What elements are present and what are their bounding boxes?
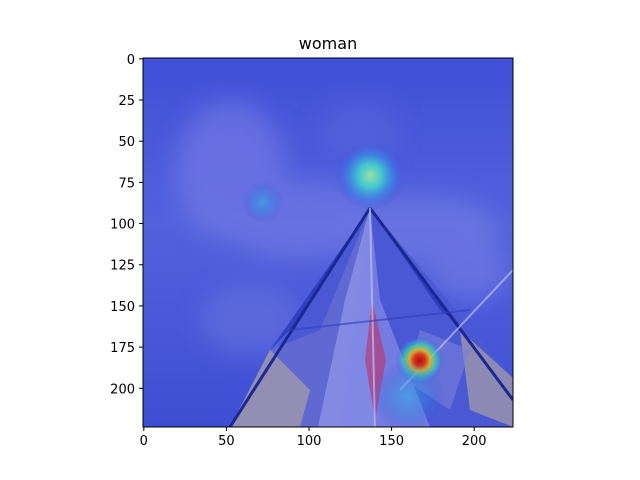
x-tick-label: 50 — [218, 434, 235, 449]
heat-hotspot — [335, 141, 405, 211]
y-tick-label: 175 — [110, 341, 135, 356]
chart-title: woman — [299, 34, 357, 53]
x-tick-label: 150 — [379, 434, 404, 449]
plot-area — [143, 58, 513, 427]
y-tick-label: 75 — [118, 176, 135, 191]
heatmap-hotspots — [241, 141, 446, 427]
y-tick-label: 100 — [110, 218, 135, 233]
y-axis: 0 25 50 75 100 125 150 175 200 — [110, 53, 143, 397]
x-tick-label: 200 — [462, 434, 487, 449]
y-tick-label: 50 — [118, 135, 135, 150]
y-tick-label: 0 — [127, 53, 135, 68]
y-tick-label: 150 — [110, 300, 135, 315]
x-tick-label: 100 — [297, 434, 322, 449]
heat-hotspot — [241, 180, 284, 224]
plot-frame — [142, 57, 514, 428]
y-tick-label: 125 — [110, 259, 135, 274]
x-tick-label: 0 — [140, 434, 148, 449]
x-axis: 0 50 100 150 200 — [140, 427, 487, 449]
y-tick-label: 25 — [118, 94, 135, 109]
heat-hotspot — [371, 359, 446, 427]
y-tick-label: 200 — [110, 382, 135, 397]
